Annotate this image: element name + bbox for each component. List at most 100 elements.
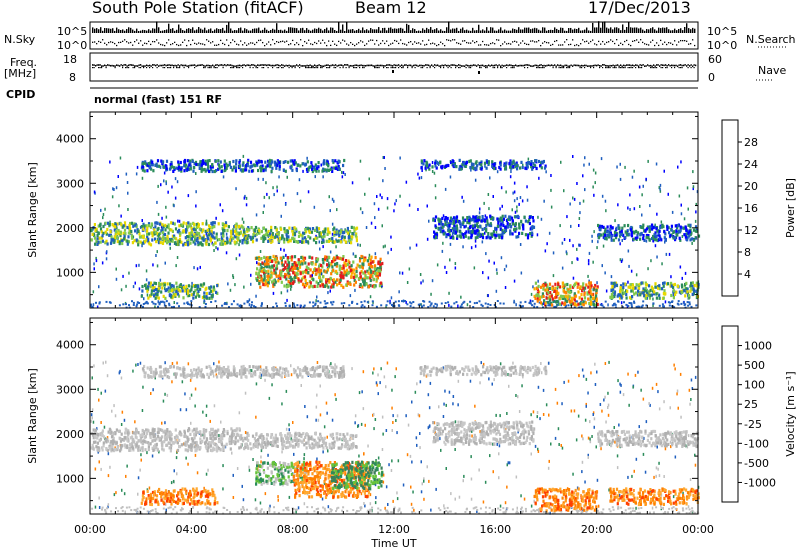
echo-cell — [319, 284, 322, 288]
echo-cell — [165, 237, 168, 241]
echo-cell — [336, 283, 339, 287]
echo-cell — [614, 233, 617, 237]
nsearch-dot — [252, 42, 254, 44]
echo-cell — [123, 221, 127, 225]
echo-cell — [134, 229, 137, 233]
echo-cell — [471, 230, 474, 234]
noise-cell — [470, 168, 472, 172]
nave-dot — [356, 67, 358, 69]
echo-cell — [350, 235, 353, 239]
echo-cell — [456, 227, 459, 231]
echo-cell — [687, 223, 690, 227]
echo-cell — [661, 287, 664, 291]
station-title: South Pole Station (fitACF) — [92, 0, 304, 17]
freq-dot — [527, 64, 529, 66]
echo-cell — [208, 159, 211, 163]
echo-cell — [166, 241, 169, 245]
echo-cell — [294, 263, 297, 267]
echo-cell — [692, 287, 695, 291]
nsearch-dot — [392, 42, 394, 44]
nsearch-dot — [324, 42, 326, 44]
noise-cell — [614, 219, 616, 223]
echo-cell — [355, 239, 358, 243]
echo-cell — [287, 283, 290, 287]
echo-cell — [307, 266, 310, 270]
echo-cell — [366, 269, 369, 273]
nsky-bar — [534, 27, 536, 33]
noise-cell — [267, 159, 269, 163]
nsky-bar — [380, 30, 382, 33]
echo-cell — [619, 232, 623, 236]
noise-cell — [359, 159, 362, 163]
noise-cell — [307, 190, 310, 194]
echo-cell — [95, 239, 98, 243]
echo-cell — [304, 261, 307, 265]
echo-cell — [336, 278, 339, 282]
nave-dot — [420, 67, 422, 69]
noise-cell — [272, 291, 275, 295]
nsky-bar — [444, 30, 446, 33]
nsky-bar — [302, 27, 304, 33]
freq-dot — [516, 65, 518, 67]
nsearch-dot — [272, 39, 274, 41]
noise-cell — [641, 213, 643, 217]
echo-cell — [510, 225, 513, 229]
echo-cell — [646, 227, 649, 231]
echo-cell — [590, 284, 593, 288]
noise-cell — [422, 279, 424, 283]
noise-cell — [120, 214, 122, 218]
echo-cell — [290, 166, 293, 170]
nsearch-dot — [248, 43, 250, 45]
echo-cell — [336, 239, 339, 243]
noise-cell — [322, 245, 324, 249]
echo-cell — [304, 230, 308, 234]
nsearch-dot — [320, 42, 322, 44]
nsearch-dot — [482, 40, 484, 43]
freq-dot — [351, 65, 353, 67]
noise-cell — [545, 170, 547, 174]
noise-cell — [98, 285, 100, 289]
freq-dot — [225, 64, 227, 67]
noise-cell — [592, 260, 594, 264]
echo-cell — [462, 219, 465, 223]
strip-cell — [136, 303, 139, 306]
noise-cell — [127, 208, 129, 211]
strip-cell — [611, 304, 614, 307]
echo-cell — [621, 287, 624, 291]
nsky-bar — [258, 27, 260, 33]
nave-dot — [566, 67, 568, 69]
echo-cell — [621, 226, 624, 230]
noise-cell — [283, 248, 285, 252]
echo-cell — [297, 280, 300, 284]
strip-cell — [564, 306, 567, 309]
noise-cell — [578, 224, 580, 227]
echo-cell — [299, 271, 302, 275]
echo-cell — [266, 164, 269, 168]
echo-cell — [268, 163, 271, 167]
echo-cell — [252, 233, 255, 237]
echo-cell — [497, 233, 500, 237]
echo-cell — [287, 267, 290, 271]
freq-dot — [483, 65, 485, 67]
noise-cell — [496, 170, 499, 174]
strip-cell — [348, 304, 351, 307]
echo-cell — [343, 238, 346, 242]
echo-cell — [245, 168, 248, 172]
nave-dot — [179, 67, 181, 69]
nsearch-dot — [222, 42, 224, 45]
date-label: 17/Dec/2013 — [588, 0, 691, 17]
echo-cell — [321, 265, 324, 269]
nsky-series — [92, 21, 696, 47]
echo-cell — [369, 283, 372, 288]
echo-cell — [146, 289, 149, 293]
echo-cell — [158, 164, 161, 168]
nsearch-dot — [132, 44, 134, 46]
echo-cell — [172, 293, 175, 297]
strip-cell — [548, 300, 551, 303]
nave-dot — [524, 67, 526, 69]
echo-cell — [179, 232, 182, 236]
echo-cell — [270, 229, 273, 233]
echo-cell — [242, 230, 246, 235]
echo-cell — [553, 289, 557, 293]
echo-cell — [500, 235, 504, 239]
